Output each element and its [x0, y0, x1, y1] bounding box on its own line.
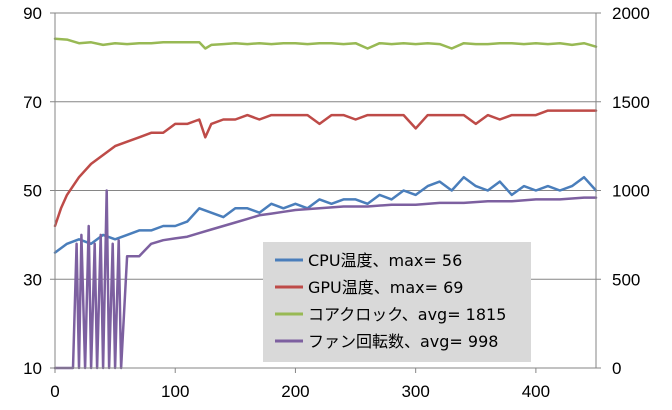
series-line-3	[53, 189, 598, 370]
legend-label: ファン回転数、avg= 998	[308, 332, 498, 351]
y-right-tick-label: 0	[612, 359, 621, 378]
series-line-1	[53, 109, 598, 228]
series-line-0	[53, 175, 598, 254]
y-right-tick-label: 2000	[612, 4, 650, 23]
legend-box	[263, 242, 531, 362]
x-tick-label: 200	[281, 382, 309, 401]
legend-label: CPU温度、max= 56	[308, 251, 462, 270]
y-right-tick-label: 1500	[612, 93, 650, 112]
y-left-tick-label: 50	[23, 182, 42, 201]
y-left-tick-label: 90	[23, 4, 42, 23]
legend-label: GPU温度、max= 69	[308, 278, 463, 297]
y-left-tick-label: 30	[23, 270, 42, 289]
legend-label: コアクロック、avg= 1815	[308, 305, 506, 324]
x-tick-label: 400	[522, 382, 550, 401]
x-tick-label: 100	[161, 382, 189, 401]
y-left-tick-label: 70	[23, 93, 42, 112]
y-left-tick-label: 10	[23, 359, 42, 378]
x-tick-label: 300	[401, 382, 429, 401]
x-tick-label: 0	[50, 382, 59, 401]
y-right-tick-label: 500	[612, 270, 640, 289]
series-line-2	[53, 37, 598, 50]
y-right-tick-label: 1000	[612, 182, 650, 201]
